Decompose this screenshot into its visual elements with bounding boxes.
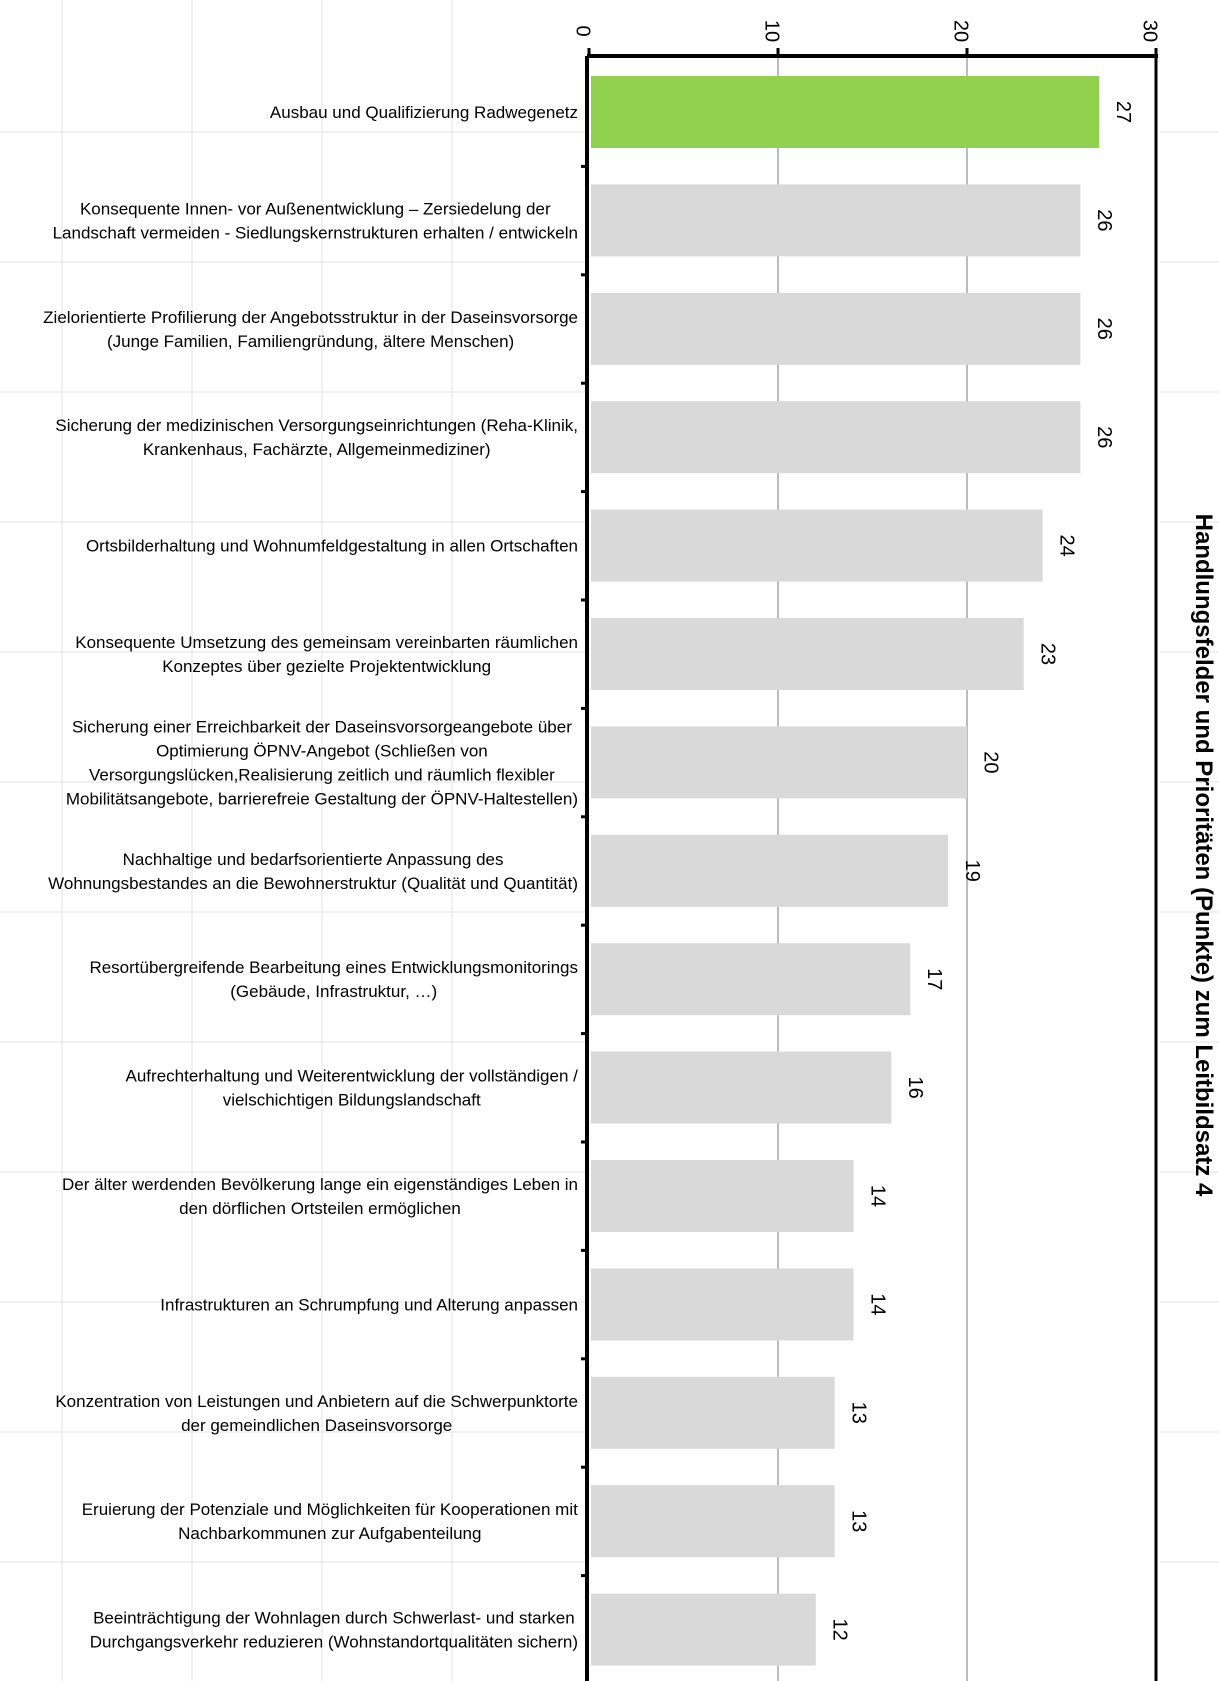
category-label-line: Konsequente Umsetzung des gemeinsam vere… bbox=[75, 633, 578, 652]
category-label-9: Aufrechterhaltung und Weiterentwicklung … bbox=[126, 1067, 579, 1110]
category-label-8: Resortübergreifende Bearbeitung eines En… bbox=[89, 958, 578, 1001]
category-label-line: Nachbarkommunen zur Aufgabenteilung bbox=[178, 1524, 481, 1543]
category-label-7: Nachhaltige und bedarfsorientierte Anpas… bbox=[48, 850, 578, 893]
category-label-line: Infrastrukturen an Schrumpfung und Alter… bbox=[160, 1295, 578, 1314]
category-label-line: Resortübergreifende Bearbeitung eines En… bbox=[89, 958, 578, 977]
bar-2 bbox=[591, 292, 1081, 365]
bar-7 bbox=[591, 834, 949, 907]
category-label-line: Krankenhaus, Fachärzte, Allgemeinmedizin… bbox=[143, 440, 491, 459]
bars bbox=[591, 76, 1100, 1666]
category-label-12: Konzentration von Leistungen und Anbiete… bbox=[55, 1392, 578, 1435]
category-label-4: Ortsbilderhaltung und Wohnumfeldgestaltu… bbox=[86, 537, 578, 556]
category-label-line: Eruierung der Potenziale und Möglichkeit… bbox=[82, 1500, 578, 1519]
category-label-line: Mobilitätsangebote, barrierefreie Gestal… bbox=[66, 789, 578, 808]
category-label-11: Infrastrukturen an Schrumpfung und Alter… bbox=[160, 1295, 578, 1314]
category-label-2: Zielorientierte Profilierung der Angebot… bbox=[43, 308, 578, 351]
tick-label-30: 30 bbox=[1139, 20, 1161, 42]
data-label-5: 23 bbox=[1036, 643, 1058, 665]
category-labels: Ausbau und Qualifizierung Radwegenetz Kon… bbox=[43, 103, 578, 1652]
bar-12 bbox=[591, 1376, 835, 1449]
category-label-line: Optimierung ÖPNV-Angebot (Schließen von bbox=[156, 741, 488, 760]
category-label-line: (Gebäude, Infrastruktur, …) bbox=[230, 982, 437, 1001]
data-labels: 27 26 26 26 24 23 20 19 17 16 14 14 13 13 12 bbox=[829, 101, 1135, 1641]
category-label-13: Eruierung der Potenziale und Möglichkeit… bbox=[82, 1500, 578, 1543]
bar-3 bbox=[591, 401, 1081, 474]
bar-4 bbox=[591, 509, 1043, 582]
category-label-line: Sicherung einer Erreichbarkeit der Dasei… bbox=[72, 717, 572, 736]
category-label-line: Der älter werdenden Bevölkerung lange ei… bbox=[62, 1175, 578, 1194]
tick-label-10: 10 bbox=[761, 20, 783, 42]
category-label-line: Aufrechterhaltung und Weiterentwicklung … bbox=[126, 1067, 579, 1086]
data-label-3: 26 bbox=[1093, 426, 1115, 448]
bar-8 bbox=[591, 943, 911, 1016]
data-label-4: 24 bbox=[1055, 534, 1077, 556]
category-label-line: Nachhaltige und bedarfsorientierte Anpas… bbox=[123, 850, 504, 869]
data-label-1: 26 bbox=[1093, 209, 1115, 231]
bar-5 bbox=[591, 618, 1024, 690]
category-label-line: (Junge Familien, Familiengründung, älter… bbox=[107, 332, 514, 351]
bar-13 bbox=[591, 1485, 835, 1558]
data-label-2: 26 bbox=[1093, 318, 1115, 340]
data-label-9: 16 bbox=[904, 1076, 926, 1098]
data-label-12: 13 bbox=[847, 1402, 869, 1424]
bar-14 bbox=[591, 1593, 816, 1666]
bar-6 bbox=[591, 726, 967, 799]
data-label-0: 27 bbox=[1112, 101, 1134, 123]
category-label-line: Versorgungslücken,Realisierung zeitlich … bbox=[89, 765, 555, 784]
category-label-3: Sicherung der medizinischen Versorgungse… bbox=[55, 416, 578, 459]
category-label-line: Zielorientierte Profilierung der Angebot… bbox=[43, 308, 578, 327]
category-label-1: Konsequente Innen- vor Außenentwicklung … bbox=[53, 199, 578, 242]
category-label-0: Ausbau und Qualifizierung Radwegenetz bbox=[270, 103, 578, 122]
data-label-6: 20 bbox=[980, 751, 1002, 773]
data-label-13: 13 bbox=[847, 1510, 869, 1532]
bar-1 bbox=[591, 184, 1081, 257]
category-label-line: Durchgangsverkehr reduzieren (Wohnstando… bbox=[90, 1633, 578, 1652]
category-label-14: Beeinträchtigung der Wohnlagen durch Sch… bbox=[90, 1609, 578, 1652]
category-label-6: Sicherung einer Erreichbarkeit der Dasei… bbox=[66, 717, 578, 808]
category-label-line: Sicherung der medizinischen Versorgungse… bbox=[55, 416, 578, 435]
category-label-line: Ausbau und Qualifizierung Radwegenetz bbox=[270, 103, 578, 122]
axes bbox=[581, 48, 1158, 1681]
category-label-line: Landschaft vermeiden - Siedlungskernstru… bbox=[53, 223, 578, 242]
category-label-line: Konzentration von Leistungen und Anbiete… bbox=[55, 1392, 578, 1411]
data-label-8: 17 bbox=[923, 968, 945, 990]
category-label-10: Der älter werdenden Bevölkerung lange ei… bbox=[62, 1175, 578, 1218]
bar-9 bbox=[591, 1051, 892, 1124]
data-label-14: 12 bbox=[829, 1618, 851, 1640]
data-label-10: 14 bbox=[866, 1185, 888, 1207]
category-label-line: vielschichtigen Bildungslandschaft bbox=[223, 1091, 481, 1110]
category-label-line: Ortsbilderhaltung und Wohnumfeldgestaltu… bbox=[86, 537, 578, 556]
tick-labels: 0 10 20 30 bbox=[572, 20, 1161, 42]
tick-label-0: 0 bbox=[572, 25, 594, 36]
bar-0 bbox=[591, 76, 1100, 148]
category-label-line: Beeinträchtigung der Wohnlagen durch Sch… bbox=[93, 1609, 575, 1628]
category-label-line: den dörflichen Ortsteilen ermöglichen bbox=[179, 1199, 461, 1218]
bar-11 bbox=[591, 1268, 854, 1341]
category-label-line: Konsequente Innen- vor Außenentwicklung … bbox=[80, 199, 551, 218]
data-label-11: 14 bbox=[866, 1293, 888, 1315]
tick-label-20: 20 bbox=[950, 20, 972, 42]
category-label-line: Konzeptes über gezielte Projektentwicklu… bbox=[162, 657, 491, 676]
category-label-line: der gemeindlichen Daseinsvorsorge bbox=[181, 1416, 452, 1435]
bar-10 bbox=[591, 1160, 854, 1232]
data-label-7: 19 bbox=[961, 860, 983, 882]
category-label-5: Konsequente Umsetzung des gemeinsam vere… bbox=[75, 633, 578, 676]
category-label-line: Wohnungsbestandes an die Bewohnerstruktu… bbox=[48, 874, 578, 893]
chart-title: Handlungsfelder und Prioritäten (Punkte)… bbox=[1190, 514, 1217, 1197]
